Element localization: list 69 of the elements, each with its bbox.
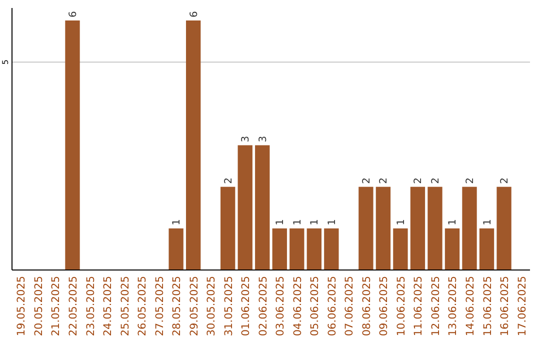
data-label: 1 [482, 219, 494, 226]
data-label: 2 [378, 177, 390, 184]
x-tick-label: 09.06.2025 [378, 276, 390, 336]
data-label: 1 [310, 219, 321, 226]
x-tick-label: 31.05.2025 [222, 276, 235, 336]
bar [479, 228, 494, 270]
x-tick-label: 24.05.2025 [102, 276, 114, 336]
x-tick-label: 25.05.2025 [119, 276, 132, 336]
data-label: 2 [223, 177, 234, 184]
x-tick-label: 15.06.2025 [482, 276, 494, 336]
x-tick-label: 04.06.2025 [292, 276, 304, 336]
x-tick-label: 07.06.2025 [344, 276, 356, 336]
data-label: 2 [413, 177, 424, 184]
x-tick-label: 14.06.2025 [464, 276, 476, 336]
data-label: 1 [448, 219, 459, 226]
x-tick-label: 03.06.2025 [274, 276, 287, 336]
x-tick-label: 02.06.2025 [257, 276, 270, 336]
x-tick-label: 20.05.2025 [32, 276, 45, 336]
x-tick-label: 11.06.2025 [412, 276, 425, 336]
x-tick-label: 19.05.2025 [16, 276, 28, 336]
bar [238, 145, 252, 270]
bar [272, 228, 287, 270]
x-tick-label: 21.05.2025 [50, 276, 62, 336]
data-label: 2 [361, 177, 372, 184]
x-tick-label: 23.05.2025 [84, 276, 97, 336]
bar [306, 228, 322, 270]
x-tick-label: 05.06.2025 [309, 276, 322, 336]
x-tick-label: 13.06.2025 [447, 276, 460, 336]
data-label: 2 [465, 177, 476, 184]
data-label: 2 [430, 177, 442, 184]
bar [376, 186, 391, 270]
data-label: 6 [68, 11, 79, 18]
x-tick-label: 17.06.2025 [516, 276, 528, 336]
x-tick-label: 29.05.2025 [188, 276, 200, 336]
bar [393, 228, 408, 270]
y-tick-label: 5 [1, 60, 10, 65]
bar [324, 228, 339, 270]
bar [220, 186, 236, 270]
bar [65, 20, 80, 270]
x-tick-label: 22.05.2025 [68, 276, 80, 336]
x-tick-label: 27.05.2025 [154, 276, 166, 336]
x-tick-label: 08.06.2025 [360, 276, 373, 336]
x-tick-label: 01.06.2025 [240, 276, 252, 336]
data-label: 1 [172, 219, 183, 226]
x-tick-label: 26.05.2025 [136, 276, 149, 336]
bar [462, 186, 477, 270]
data-label: 1 [396, 219, 407, 226]
bar [168, 228, 184, 270]
x-tick-label: 30.05.2025 [206, 276, 218, 336]
x-tick-label: 12.06.2025 [430, 276, 442, 336]
data-label: 1 [326, 219, 338, 226]
bar [444, 228, 460, 270]
x-tick-label: 06.06.2025 [326, 276, 338, 336]
data-label: 6 [188, 11, 200, 18]
bar [290, 228, 304, 270]
data-label: 3 [258, 136, 269, 142]
data-label: 1 [292, 219, 304, 226]
bar [358, 186, 374, 270]
bar [255, 145, 270, 270]
data-label: 2 [500, 177, 511, 184]
bar [428, 186, 442, 270]
data-label: 3 [240, 136, 252, 142]
bar [186, 20, 201, 270]
bar [410, 186, 426, 270]
bar [496, 186, 512, 270]
x-tick-label: 16.06.2025 [499, 276, 512, 336]
data-label: 1 [275, 219, 286, 226]
x-tick-label: 28.05.2025 [171, 276, 184, 336]
x-tick-label: 10.06.2025 [395, 276, 408, 336]
